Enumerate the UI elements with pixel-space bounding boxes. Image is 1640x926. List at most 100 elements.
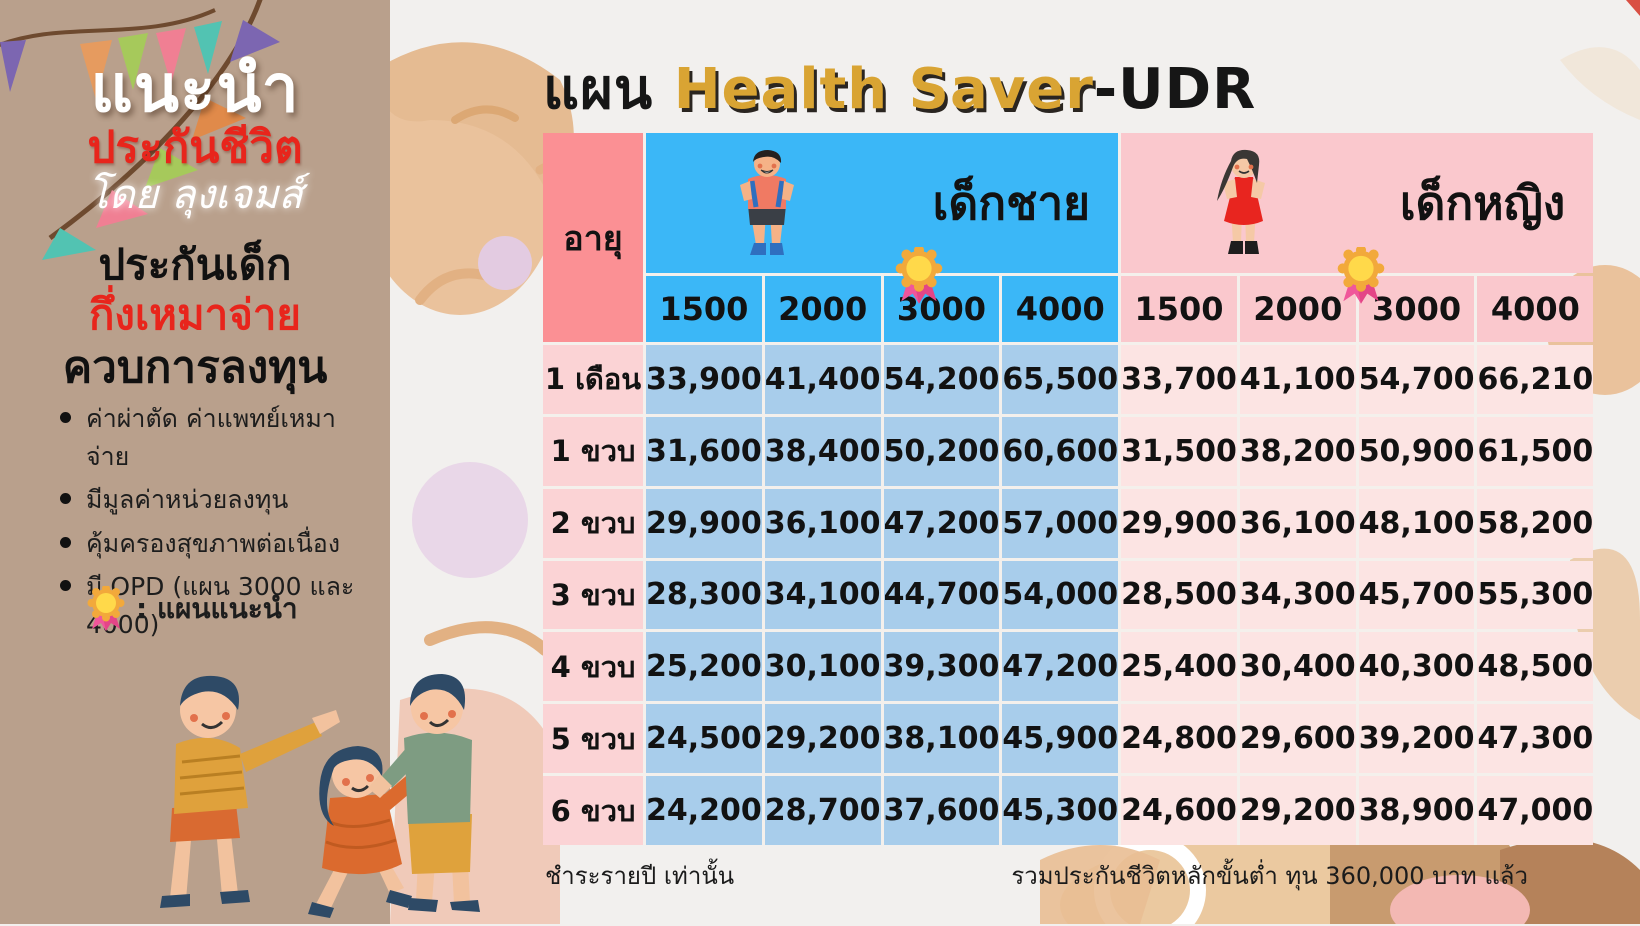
price-cell: 29,600 [1239, 704, 1356, 774]
price-cell: 38,900 [1358, 776, 1475, 845]
feature-list: ค่าผ่าตัด ค่าแพทย์เหมาจ่าย มีมูลค่าหน่วย… [58, 400, 368, 649]
product-heading-line3: ควบการลงทุน [62, 342, 328, 393]
price-cell: 37,600 [883, 776, 1000, 845]
price-cell: 29,900 [1121, 488, 1237, 558]
legend-row: : แผนแนะนำ [86, 586, 298, 632]
price-cell: 28,500 [1121, 560, 1237, 630]
price-cell: 33,700 [1121, 345, 1237, 414]
plan-header-girl-1500: 1500 [1121, 276, 1237, 342]
price-cell: 24,200 [646, 776, 762, 845]
feature-item: คุ้มครองสุขภาพต่อเนื่อง [58, 525, 368, 563]
feature-item: มี OPD (แผน 3000 และ 4000) [58, 568, 368, 643]
price-cell: 38,200 [1239, 416, 1356, 486]
price-cell: 31,600 [646, 416, 762, 486]
price-cell: 55,300 [1477, 560, 1594, 630]
price-cell: 28,700 [764, 776, 881, 845]
plan-header-boy-2000: 2000 [764, 276, 881, 342]
price-cell: 24,600 [1121, 776, 1237, 845]
plan-header-boy-1500: 1500 [646, 276, 762, 342]
age-label: 6 ขวบ [543, 776, 643, 845]
plan-title-suffix: -UDR [1093, 57, 1257, 122]
price-cell: 65,500 [1002, 345, 1119, 414]
boy-section-header: เด็กชาย [646, 133, 1119, 273]
price-cell: 25,200 [646, 632, 762, 702]
price-cell: 25,400 [1121, 632, 1237, 702]
price-table: อายุ เด็กชาย [543, 133, 1594, 845]
price-cell: 29,200 [1239, 776, 1356, 845]
price-cell: 66,210 [1477, 345, 1594, 414]
price-cell: 38,400 [764, 416, 881, 486]
plan-title: แผน Health Saver-UDR [543, 44, 1256, 133]
price-cell: 50,200 [883, 416, 1000, 486]
boy-section-label: เด็กชาย [932, 175, 1091, 230]
price-cell: 54,000 [1002, 560, 1119, 630]
product-heading-line1: ประกันเด็ก [98, 240, 292, 289]
medal-icon [87, 586, 125, 631]
plan-header-girl-3000: 3000 [1358, 276, 1475, 342]
price-cell: 58,200 [1477, 488, 1594, 558]
price-cell: 50,900 [1358, 416, 1475, 486]
plan-title-highlight: Health Saver [673, 57, 1094, 122]
age-label: 4 ขวบ [543, 632, 643, 702]
price-cell: 48,100 [1358, 488, 1475, 558]
kids-illustration [160, 674, 480, 918]
girl-section-label: เด็กหญิง [1399, 175, 1566, 230]
price-cell: 47,200 [883, 488, 1000, 558]
price-cell: 45,700 [1358, 560, 1475, 630]
price-cell: 47,200 [1002, 632, 1119, 702]
feature-item: ค่าผ่าตัด ค่าแพทย์เหมาจ่าย [58, 400, 368, 475]
legend-label: : แผนแนะนำ [136, 592, 298, 625]
price-cell: 36,100 [764, 488, 881, 558]
age-label: 2 ขวบ [543, 488, 643, 558]
price-cell: 57,000 [1002, 488, 1119, 558]
plan-header-girl-2000: 2000 [1239, 276, 1356, 342]
plan-header-girl-4000: 4000 [1477, 276, 1594, 342]
age-label: 1 เดือน [543, 345, 643, 414]
girl-icon [1217, 149, 1266, 254]
price-cell: 47,000 [1477, 776, 1594, 845]
price-cell: 29,900 [646, 488, 762, 558]
price-cell: 60,600 [1002, 416, 1119, 486]
product-heading-line2: กึ่งเหมาจ่าย [88, 290, 302, 339]
price-cell: 24,800 [1121, 704, 1237, 774]
footnote-coverage: รวมประกันชีวิตหลักขั้นต่ำ ทุน 360,000 บา… [1011, 862, 1528, 890]
price-cell: 40,300 [1358, 632, 1475, 702]
poster-subtitle: ประกันชีวิต [87, 122, 303, 173]
age-column-header: อายุ [543, 133, 643, 342]
price-cell: 41,100 [1239, 345, 1356, 414]
price-cell: 34,100 [764, 560, 881, 630]
price-cell: 54,700 [1358, 345, 1475, 414]
price-cell: 39,300 [883, 632, 1000, 702]
footnote-payment: ชำระรายปี เท่านั้น [545, 862, 735, 890]
price-cell: 28,300 [646, 560, 762, 630]
price-cell: 45,300 [1002, 776, 1119, 845]
price-cell: 61,500 [1477, 416, 1594, 486]
price-cell: 36,100 [1239, 488, 1356, 558]
boy-icon [740, 150, 794, 255]
age-label: 3 ขวบ [543, 560, 643, 630]
plan-header-boy-3000: 3000 [883, 276, 1000, 342]
price-cell: 33,900 [646, 345, 762, 414]
bunting-decoration [0, 0, 280, 260]
price-cell: 44,700 [883, 560, 1000, 630]
age-label: 5 ขวบ [543, 704, 643, 774]
poster-byline: โดย ลุงเจมส์ [87, 172, 303, 218]
plan-title-prefix: แผน [543, 57, 674, 122]
price-cell: 30,100 [764, 632, 881, 702]
price-cell: 47,300 [1477, 704, 1594, 774]
price-cell: 34,300 [1239, 560, 1356, 630]
poster-title: แนะนำ [90, 50, 300, 127]
price-cell: 48,500 [1477, 632, 1594, 702]
feature-item: มีมูลค่าหน่วยลงทุน [58, 481, 368, 519]
plan-header-boy-4000: 4000 [1002, 276, 1119, 342]
medal-icon [895, 247, 943, 304]
price-cell: 29,200 [764, 704, 881, 774]
price-cell: 54,200 [883, 345, 1000, 414]
price-cell: 31,500 [1121, 416, 1237, 486]
price-cell: 24,500 [646, 704, 762, 774]
price-cell: 39,200 [1358, 704, 1475, 774]
age-label: 1 ขวบ [543, 416, 643, 486]
price-cell: 38,100 [883, 704, 1000, 774]
price-cell: 30,400 [1239, 632, 1356, 702]
price-cell: 45,900 [1002, 704, 1119, 774]
